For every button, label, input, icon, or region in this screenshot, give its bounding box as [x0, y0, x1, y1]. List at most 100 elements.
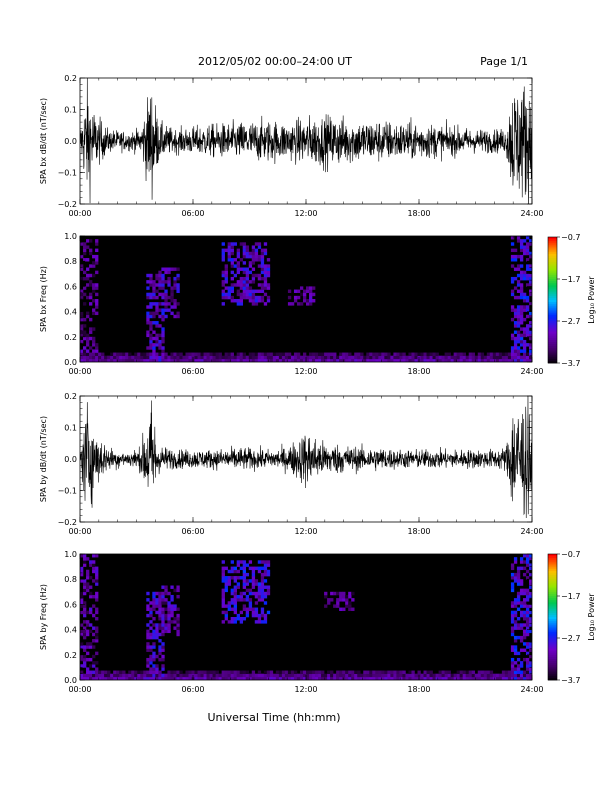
- panel-2-cell: [146, 305, 150, 309]
- panel-2-cell: [528, 251, 532, 256]
- panel-4-cell: [224, 582, 228, 586]
- panel-2-cell: [263, 280, 268, 284]
- panel-2-cell: [254, 248, 259, 253]
- panel-4-cell: [233, 566, 237, 571]
- panel-2-cell: [230, 251, 234, 256]
- panel-2-cell: [221, 289, 225, 293]
- panel-2-cell: [236, 248, 240, 253]
- panel-4-cell: [336, 591, 340, 596]
- panel-4-cell: [477, 673, 482, 678]
- panel-2-cell: [384, 355, 388, 360]
- panel-2-cell: [149, 333, 153, 338]
- panel-4-cell: [528, 557, 532, 561]
- panel-2-cell: [221, 283, 225, 287]
- panel-2-cell: [164, 302, 168, 306]
- panel-2-cell: [330, 358, 334, 362]
- panel-2-cell: [296, 302, 301, 306]
- panel-2-cell: [522, 349, 527, 353]
- panel-4-cell: [113, 676, 117, 680]
- panel-4-cell: [266, 560, 271, 564]
- panel-2-cell: [516, 267, 521, 271]
- panel-4-cell: [146, 607, 150, 611]
- panel-2-cell: [92, 283, 96, 287]
- panel-2-cell: [248, 358, 253, 362]
- panel-4-cell: [450, 676, 454, 680]
- panel-2-cell: [528, 311, 532, 316]
- panel-2-cell: [426, 352, 430, 356]
- panel-2-cell: [513, 346, 518, 350]
- panel-4-cell: [89, 591, 93, 596]
- panel-2-cell: [245, 251, 250, 256]
- colorbar-2-segment: [548, 337, 557, 341]
- panel-2-cell: [525, 267, 530, 271]
- panel-2-cell: [245, 355, 250, 360]
- panel-2-cell: [194, 358, 198, 362]
- panel-2-cell: [242, 292, 247, 297]
- panel-4-cell: [275, 676, 280, 680]
- panel-2-cell: [89, 346, 93, 350]
- panel-4-cell: [89, 585, 93, 589]
- panel-2-cell: [251, 292, 256, 297]
- panel-2-cell: [321, 358, 325, 362]
- panel-2-cell: [158, 280, 162, 284]
- panel-2-cell: [230, 248, 234, 253]
- panel-2-cell: [462, 352, 466, 356]
- panel-4-cell: [158, 617, 162, 621]
- panel-4-cell: [95, 661, 99, 665]
- panel-2-cell: [152, 289, 156, 293]
- colorbar-4-segment: [548, 677, 557, 681]
- panel-2-cell: [321, 352, 325, 356]
- colorbar-2-tick-label: −3.7: [561, 359, 580, 368]
- panel-4-cell: [161, 632, 165, 637]
- panel-4-cell: [176, 617, 180, 621]
- colorbar-2-segment: [548, 360, 557, 364]
- panel-4-ytick-label: 0.8: [64, 575, 77, 584]
- panel-2-cell: [188, 352, 192, 356]
- panel-4-cell: [519, 557, 524, 561]
- colorbar-4-segment: [548, 614, 557, 618]
- panel-4-cell: [522, 635, 527, 640]
- panel-4-cell: [299, 676, 304, 680]
- panel-4-cell: [191, 670, 195, 674]
- panel-4-cell: [215, 676, 219, 680]
- panel-4-cell: [266, 591, 271, 596]
- panel-4-cell: [504, 673, 509, 678]
- panel-4-cell: [80, 594, 84, 599]
- panel-2-cell: [513, 352, 518, 356]
- panel-2-cell: [158, 273, 162, 278]
- panel-2-cell: [230, 261, 234, 265]
- panel-4-cell: [522, 610, 527, 615]
- panel-4-cell: [510, 588, 515, 593]
- panel-2-cell: [80, 358, 84, 362]
- panel-4-cell: [236, 560, 240, 564]
- panel-2-cell: [519, 314, 524, 319]
- panel-4-cell: [471, 670, 476, 674]
- panel-4-cell: [513, 635, 518, 640]
- panel-4-cell: [528, 572, 532, 577]
- panel-4-cell: [155, 676, 159, 680]
- panel-2-cell: [441, 358, 445, 362]
- panel-4-cell: [384, 676, 388, 680]
- panel-4-cell: [342, 673, 346, 678]
- panel-2-cell: [465, 358, 470, 362]
- panel-2-cell: [525, 327, 530, 331]
- panel-2-cell: [528, 280, 532, 284]
- panel-2-cell: [80, 314, 84, 319]
- panel-2-cell: [236, 292, 240, 297]
- panel-4-cell: [525, 604, 530, 608]
- panel-2-cell: [110, 355, 114, 360]
- panel-4-cell: [260, 620, 265, 624]
- panel-4-cell: [242, 569, 247, 574]
- panel-4-cell: [86, 651, 90, 656]
- colorbar-4-segment: [548, 591, 557, 595]
- panel-2-cell: [83, 286, 87, 290]
- panel-2-cell: [519, 248, 524, 253]
- panel-2-cell: [351, 355, 355, 360]
- panel-4-cell: [227, 676, 231, 680]
- panel-4-cell: [251, 613, 256, 618]
- panel-2-cell: [354, 352, 358, 356]
- panel-4-cell: [92, 676, 96, 680]
- panel-4-cell: [354, 673, 358, 678]
- panel-2-cell: [315, 355, 319, 360]
- panel-2-cell: [155, 276, 159, 281]
